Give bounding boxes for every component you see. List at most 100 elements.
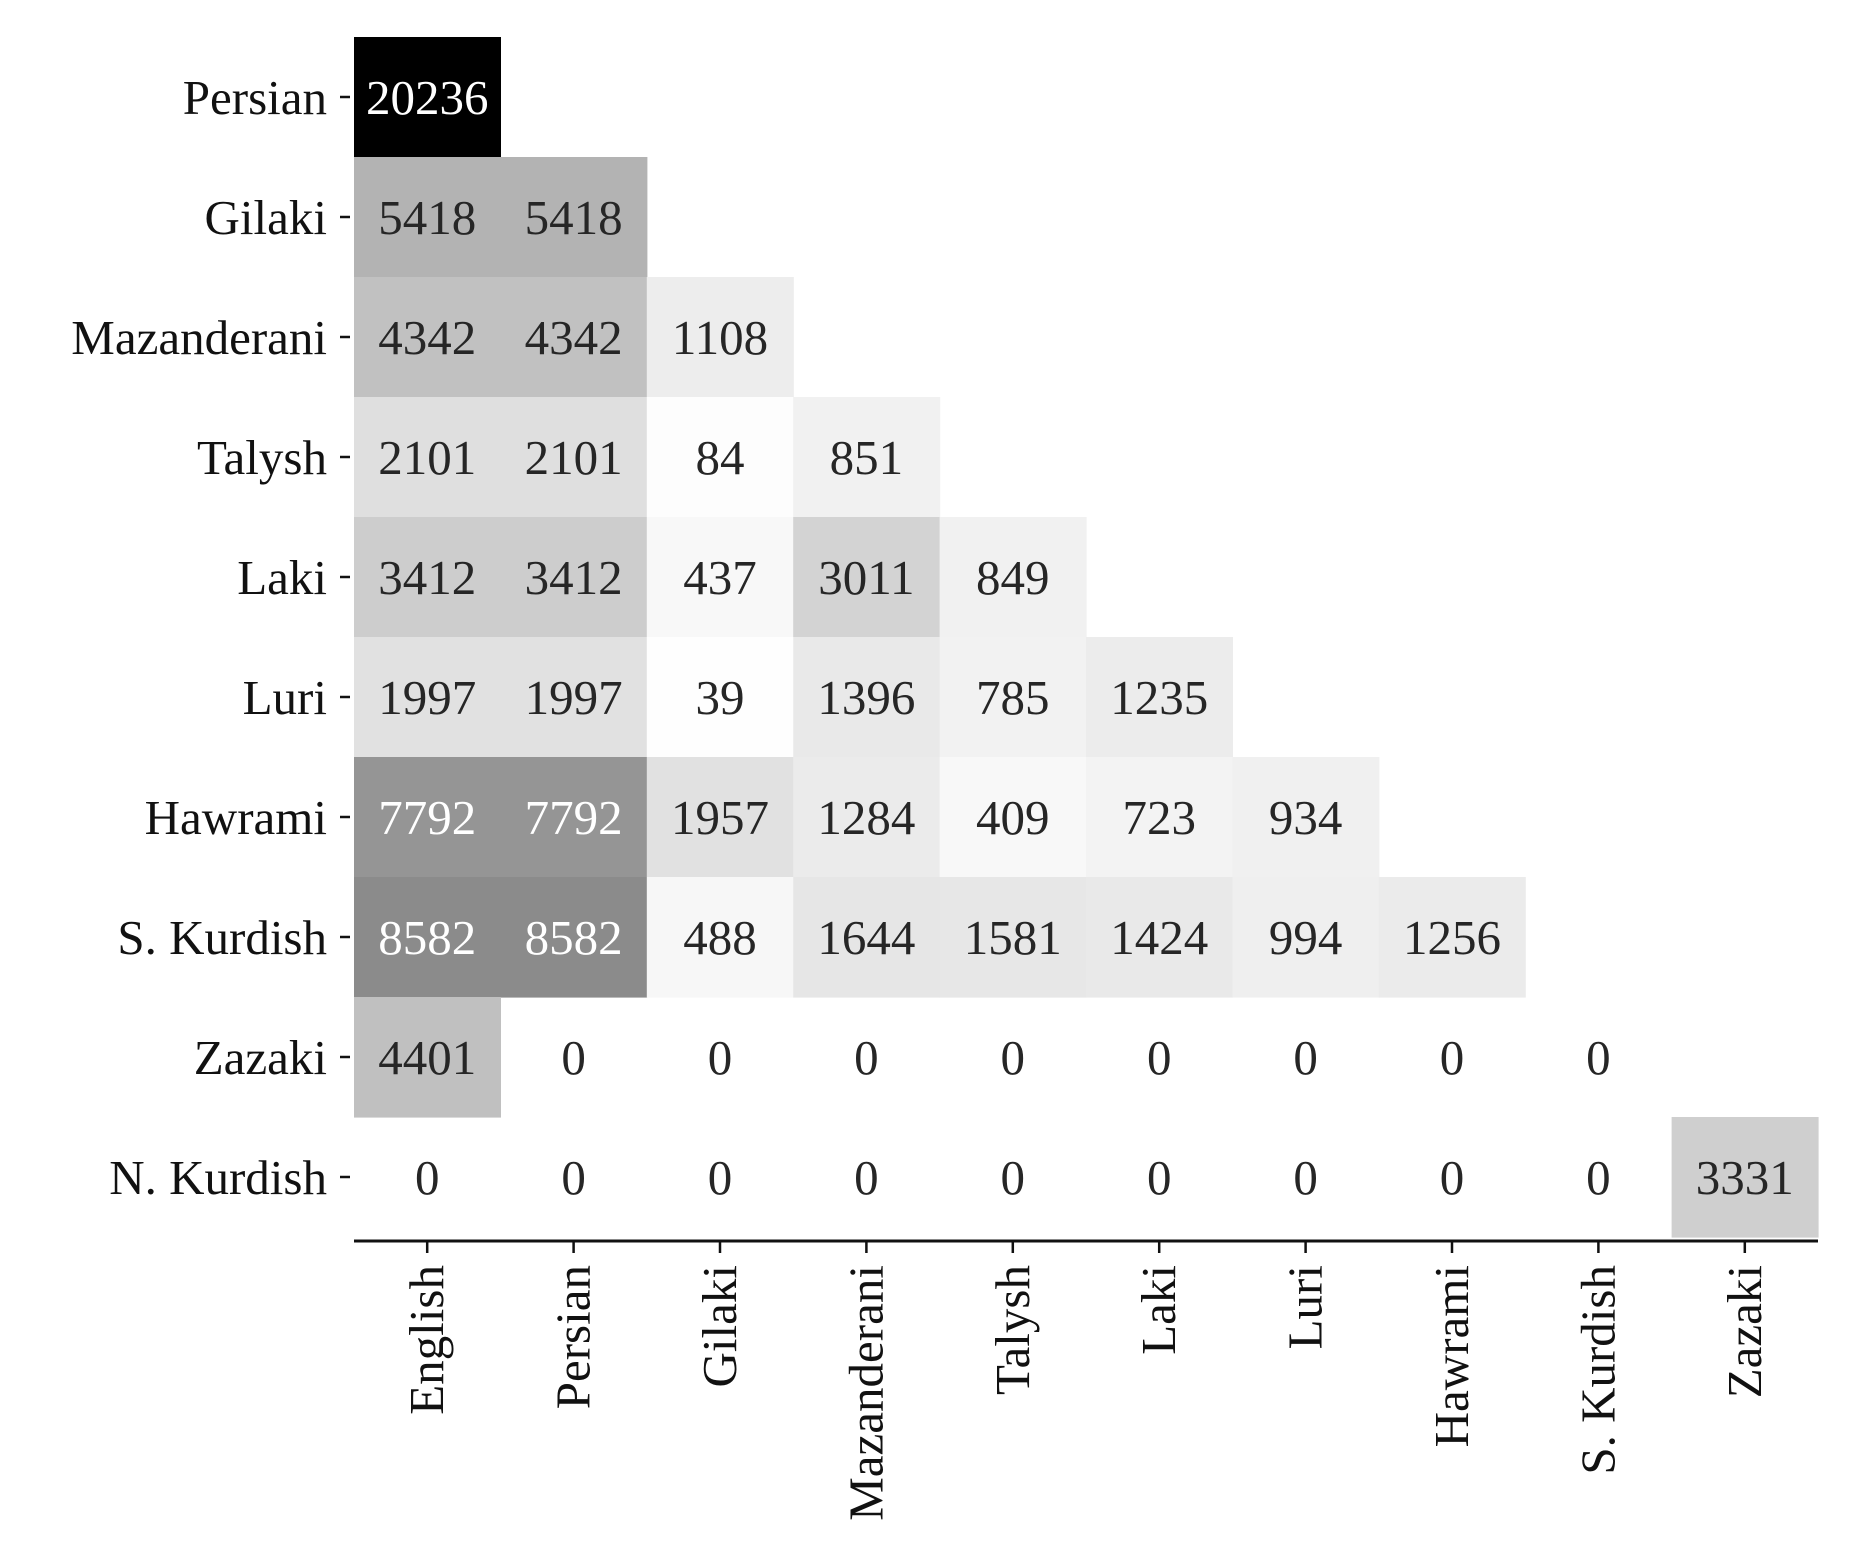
cell-value-label: 785 [976,670,1050,725]
x-tick-label: Talysh [985,1265,1040,1395]
heatmap-cell [500,157,648,278]
cell-value-label: 0 [1001,1030,1026,1085]
cell-value-label: 1256 [1403,910,1501,965]
y-tick-label: Hawrami [145,790,327,845]
heatmap-cell [500,877,648,998]
cell-value-label: 0 [1147,1150,1172,1205]
cell-value-label: 409 [976,790,1050,845]
heatmap-cell [646,637,794,758]
heatmap-cell [354,397,501,518]
cell-value-label: 8582 [378,910,476,965]
heatmap-cell [1232,877,1380,998]
heatmap-cell [939,877,1087,998]
cell-value-label: 0 [708,1030,733,1085]
cell-value-label: 20236 [366,70,489,125]
x-tick-label: Zazaki [1717,1265,1772,1398]
heatmap-cell [646,277,794,398]
heatmap-cell [646,397,794,518]
cell-value-label: 0 [1147,1030,1172,1085]
y-tick-label: N. Kurdish [109,1150,327,1205]
heatmap-cell [793,397,941,518]
x-axis: English Persian Gilaki Mazanderani Talysh Lak… [354,1239,1818,1521]
heatmap-cell [500,517,648,638]
cell-value-label: 723 [1122,790,1196,845]
heatmap-cell [646,517,794,638]
cell-value-label: 1235 [1110,670,1208,725]
heatmap-cell [354,757,501,878]
cell-value-label: 1957 [671,790,769,845]
y-tick-label: Gilaki [205,190,327,245]
heatmap-cell [939,517,1087,638]
heatmap-cell [646,757,794,878]
cell-value-label: 3412 [378,550,476,605]
cell-value-label: 1284 [817,790,915,845]
cell-value-label: 4401 [378,1030,476,1085]
x-tick-label: Hawrami [1424,1265,1479,1447]
heatmap-cell [1671,1117,1819,1238]
heatmap-cell [354,517,501,638]
cell-value-label: 1644 [817,910,915,965]
cell-value-label: 0 [1001,1150,1026,1205]
cell-value-label: 1997 [525,670,623,725]
x-tick-label: Persian [546,1265,601,1409]
cell-value-label: 1997 [378,670,476,725]
cell-value-label: 934 [1269,790,1343,845]
cell-value-label: 84 [696,430,745,485]
cell-value-label: 2101 [378,430,476,485]
y-tick-label: Mazanderani [71,310,327,365]
cell-value-label: 0 [854,1030,879,1085]
heatmap-cell [500,397,648,518]
cell-value-label: 0 [561,1030,586,1085]
heatmap-cell [939,757,1087,878]
cell-value-label: 3011 [818,550,914,605]
heatmap-cell [354,997,501,1118]
heatmap-cell [793,637,941,758]
cell-value-label: 0 [561,1150,586,1205]
heatmap-cell [354,277,501,398]
heatmap-cell [354,37,501,158]
cell-value-label: 0 [1293,1150,1318,1205]
cell-value-label: 3412 [525,550,623,605]
heatmap-cell [793,517,941,638]
x-tick-label: S. Kurdish [1570,1265,1625,1475]
cell-value-label: 0 [1586,1150,1611,1205]
cell-value-label: 39 [696,670,745,725]
heatmap-cell [354,877,501,998]
y-tick-label: Zazaki [194,1030,327,1085]
heatmap-cell [1086,757,1233,878]
cell-value-label: 851 [830,430,904,485]
cell-value-label: 1581 [964,910,1062,965]
heatmap-cell [500,637,648,758]
cell-value-label: 5418 [525,190,623,245]
x-tick-label: English [399,1265,454,1415]
heatmap-cell [1086,877,1233,998]
cell-value-label: 0 [854,1150,879,1205]
heatmap-cell [500,757,648,878]
cell-value-label: 0 [708,1150,733,1205]
x-tick-label: Luri [1278,1265,1333,1349]
heatmap-cell [939,637,1087,758]
heatmap-cell [354,637,501,758]
y-tick-label: S. Kurdish [117,910,327,965]
cell-value-label: 0 [1440,1150,1465,1205]
cell-value-label: 0 [1586,1030,1611,1085]
heatmap-cell [1378,877,1526,998]
cell-value-label: 0 [1440,1030,1465,1085]
cell-value-label: 3331 [1696,1150,1794,1205]
x-tick-label: Laki [1131,1265,1186,1355]
cell-value-label: 5418 [378,190,476,245]
heatmap-cell [354,157,501,278]
cell-value-label: 1396 [817,670,915,725]
heatmap-cell [793,757,941,878]
cell-value-label: 0 [415,1150,440,1205]
y-tick-label: Persian [183,70,327,125]
heatmap-cells: 20236 5418 5418 4342 4342 1108 2101 2101 84 851 34… [354,37,1819,1238]
y-tick-label: Laki [237,550,327,605]
cell-value-label: 2101 [525,430,623,485]
cell-value-label: 488 [683,910,757,965]
cell-value-label: 1424 [1110,910,1208,965]
heatmap-cell [793,877,941,998]
y-axis-tick-labels: Persian Gilaki Mazanderani Talysh Laki Luri Ha… [71,70,350,1205]
cell-value-label: 8582 [525,910,623,965]
